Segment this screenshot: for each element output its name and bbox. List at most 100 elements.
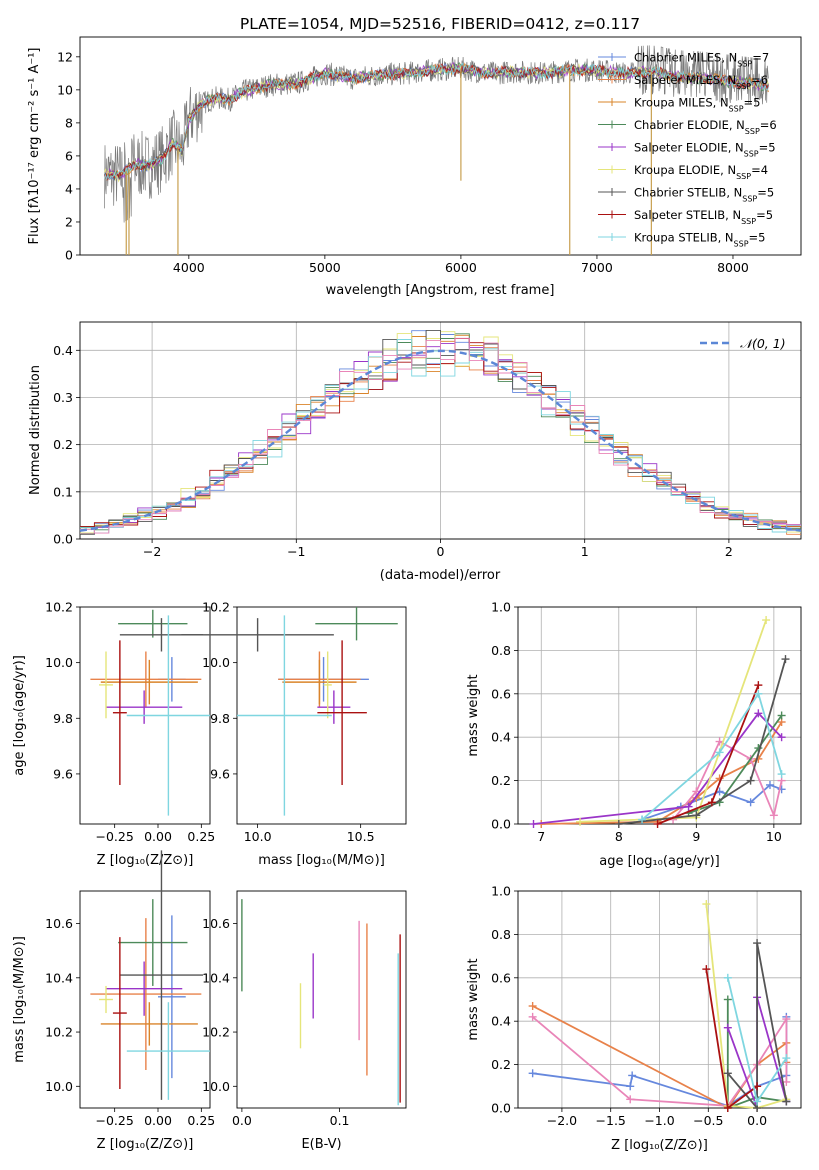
figure-title: PLATE=1054, MJD=52516, FIBERID=0412, z=0… [240, 15, 640, 33]
y-tick-label: 0.8 [491, 927, 511, 942]
y-tick-label: 0.2 [491, 773, 511, 788]
y-axis-label: mass [log₁₀(M/M⊙)] [12, 936, 27, 1063]
y-tick-label: 0.0 [53, 532, 73, 547]
x-tick-label: 0.00 [144, 829, 172, 844]
y-tick-label: 0.3 [53, 390, 73, 405]
y-tick-label: 0.4 [491, 730, 511, 745]
y-tick-label: 0.0 [491, 817, 511, 832]
x-axis-label: age [log₁₀(age/yr)] [599, 854, 720, 869]
x-tick-label: −0.5 [693, 1113, 723, 1128]
spectrum-panel: 4000 5000 6000 7000 8000 0 2 4 6 8 10 12 Chabrier MI… [27, 36, 802, 298]
y-tick-label: 10.4 [45, 970, 73, 985]
x-axis-label: wavelength [Angstrom, rest frame] [326, 283, 555, 298]
y-tick-label: 10.0 [202, 655, 230, 670]
y-axis-label: mass weight [466, 958, 481, 1040]
y-axis-label: mass weight [466, 674, 481, 756]
y-tick-label: 10.0 [45, 1079, 73, 1094]
age-vs-mass-panel: 10.0 10.5 9.6 9.8 10.0 10.2 mass [log₁₀(M/M⊙)] [181, 600, 407, 868]
y-tick-label: 0.2 [53, 437, 73, 452]
x-tick-label: 2 [725, 544, 733, 559]
x-axis-label: (data-model)/error [380, 568, 501, 583]
x-tick-label: −0.25 [96, 829, 134, 844]
x-tick-label: 5000 [309, 260, 341, 275]
legend-label: Salpeter STELIB, NSSP=5 [634, 208, 773, 226]
y-tick-label: 0.6 [491, 970, 511, 985]
legend-label: Chabrier ELODIE, NSSP=6 [634, 118, 777, 136]
y-axis-label: Flux [fλ10⁻¹⁷ erg cm⁻² s⁻¹ A⁻¹] [27, 48, 42, 245]
y-tick-label: 2 [65, 214, 73, 229]
series-line-salpeter_elodie [533, 711, 783, 825]
y-tick-label: 12 [57, 49, 73, 64]
x-tick-label: 0.00 [144, 1113, 172, 1128]
y-tick-label: 9.6 [53, 766, 73, 781]
mass-weight-vs-metallicity-panel: −2.0 −1.5 −1.0 −0.5 0.0 0.0 0.2 0.4 0.6 0.8 1.0 Z [… [466, 884, 802, 1153]
y-tick-label: 9.8 [53, 711, 73, 726]
series-line-chabrier_stelib [727, 942, 788, 1111]
y-tick-label: 0.2 [491, 1057, 511, 1072]
legend-label: Kroupa ELODIE, NSSP=4 [634, 163, 768, 181]
x-tick-label: 4000 [173, 260, 205, 275]
y-tick-label: 1.0 [491, 884, 511, 899]
axes-frame [517, 890, 802, 1109]
y-tick-label: 0.4 [53, 343, 73, 358]
y-tick-label: 0.1 [53, 484, 73, 499]
y-tick-label: 10.2 [45, 600, 73, 615]
y-tick-label: 0 [65, 248, 73, 263]
y-axis-label: age [log₁₀(age/yr)] [12, 655, 27, 776]
axes-frame [79, 890, 211, 1109]
y-tick-label: 9.6 [210, 766, 230, 781]
y-tick-label: 10 [57, 82, 73, 97]
series-line-chabrier_elodie [726, 999, 787, 1110]
axes-frame [79, 36, 802, 256]
y-tick-label: 0.0 [491, 1101, 511, 1116]
y-tick-label: 10.4 [202, 970, 230, 985]
series-line-pink [532, 1015, 788, 1107]
y-tick-label: 6 [65, 148, 73, 163]
series-line-kroupa_elodie [705, 903, 787, 1109]
series-line-kroupa_stelib [641, 691, 783, 821]
x-tick-label: −1.5 [596, 1113, 626, 1128]
x-tick-label: 9 [692, 829, 700, 844]
legend-label: Salpeter MILES, NSSP=6 [634, 73, 768, 91]
y-tick-label: 4 [65, 181, 73, 196]
x-tick-label: −2.0 [547, 1113, 577, 1128]
x-tick-label: 10.5 [347, 829, 375, 844]
x-axis-label: E(B-V) [301, 1137, 341, 1152]
x-tick-label: 8 [615, 829, 623, 844]
x-tick-label: 1 [581, 544, 589, 559]
y-tick-label: 10.2 [202, 600, 230, 615]
x-axis-label: Z [log₁₀(Z/Z⊙)] [611, 1138, 708, 1153]
legend-label: Kroupa STELIB, NSSP=5 [634, 231, 765, 249]
histogram-step-kroupa_stelib [80, 339, 801, 534]
x-tick-label: −1 [287, 544, 305, 559]
mass-vs-metallicity-panel: −0.25 0.00 0.25 10.0 10.2 10.4 10.6 Z [log₁₀(Z/… [12, 850, 215, 1152]
y-tick-label: 10.0 [45, 655, 73, 670]
x-tick-label: 10.0 [244, 829, 272, 844]
y-tick-label: 8 [65, 115, 73, 130]
axes-frame [236, 890, 407, 1109]
x-tick-label: 0.25 [187, 1113, 215, 1128]
age-vs-metallicity-panel: −0.25 0.00 0.25 9.6 9.8 10.0 10.2 Z [log₁₀(Z/Z⊙… [12, 600, 215, 869]
x-tick-label: 8000 [717, 260, 749, 275]
legend-label: Salpeter ELODIE, NSSP=5 [634, 141, 776, 159]
y-tick-label: 9.8 [210, 711, 230, 726]
legend-label: Chabrier STELIB, NSSP=5 [634, 186, 774, 204]
x-axis-label: Z [log₁₀(Z/Z⊙)] [97, 1137, 194, 1152]
model-spectrum-kroupa_stelib [104, 62, 769, 180]
mass-weight-vs-age-panel: 7 8 9 10 0.0 0.2 0.4 0.6 0.8 1.0 age [log₁₀(age/yr… [466, 600, 802, 869]
y-axis-label: Normed distribution [28, 365, 43, 495]
x-tick-label: 7000 [581, 260, 613, 275]
y-tick-label: 1.0 [491, 600, 511, 615]
normal-curve-line [79, 349, 802, 532]
x-tick-label: 0.0 [747, 1113, 767, 1128]
y-tick-label: 0.4 [491, 1014, 511, 1029]
x-tick-label: 0.1 [330, 1113, 350, 1128]
x-tick-label: 10 [766, 829, 782, 844]
x-tick-label: −2 [143, 544, 161, 559]
x-tick-label: 0 [437, 544, 445, 559]
x-tick-label: 0.25 [187, 829, 215, 844]
legend-label: Chabrier MILES, NSSP=7 [634, 51, 769, 69]
model-spectrum-kroupa_elodie [104, 62, 769, 183]
x-tick-label: −1.0 [644, 1113, 674, 1128]
